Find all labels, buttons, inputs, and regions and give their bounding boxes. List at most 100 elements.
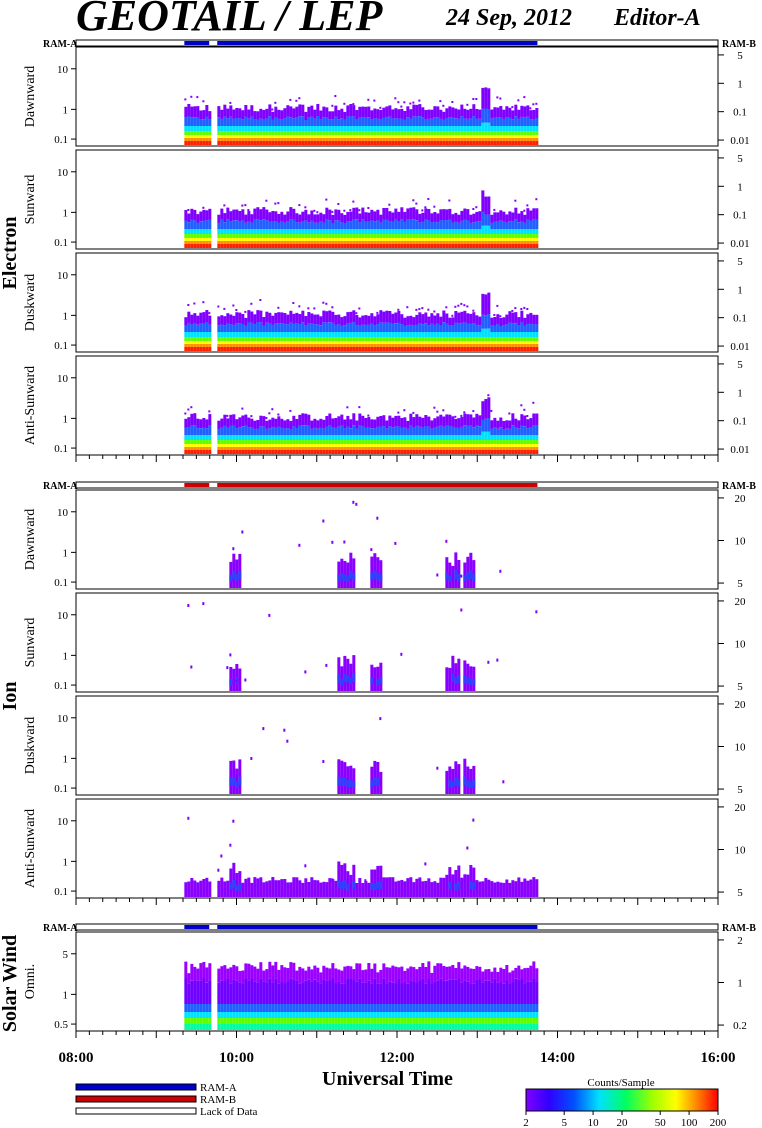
electron-sunward-ytick-10: 10 <box>57 167 69 179</box>
solar-wind-omni-rtick-1: 1 <box>737 977 743 989</box>
date-label: 24 Sep, 2012 <box>446 5 572 31</box>
colorbar-tick-20: 20 <box>617 1117 629 1128</box>
electron-mode-bar-b <box>217 41 538 45</box>
ion-dawnward-rtick-5: 5 <box>737 578 743 590</box>
ion-duskward-ytick-0.1: 0.1 <box>54 783 68 795</box>
ion-anti-sunward-rtick-5: 5 <box>737 887 743 899</box>
electron-group-label: Electron <box>0 217 21 290</box>
electron-anti-sunward-rtick-0.1: 0.1 <box>733 416 747 428</box>
x-axis-label: Universal Time <box>322 1068 453 1090</box>
ion-anti-sunward-ytick-1: 1 <box>63 856 69 868</box>
colorbar-tick-100: 100 <box>681 1117 698 1128</box>
electron-duskward-rtick-0.1: 0.1 <box>733 313 747 325</box>
page-title: GEOTAIL / LEP <box>76 0 383 40</box>
ion-mode-bar-a <box>184 483 210 487</box>
ion-sunward-rtick-10: 10 <box>735 638 747 650</box>
solar-wind-panel-label-omni: Omni. <box>23 964 38 999</box>
electron-sunward-rtick-1: 1 <box>737 181 743 193</box>
electron-dawnward-ytick-1: 1 <box>63 104 69 116</box>
electron-mode-bar-a <box>184 41 210 45</box>
legend-label-0: RAM-A <box>200 1082 237 1094</box>
electron-mode-right-label: RAM-B <box>722 39 756 50</box>
ion-dawnward-rtick-20: 20 <box>735 493 747 505</box>
solar-wind-mode-bar-a <box>184 925 210 929</box>
electron-dawnward-rtick-0.01: 0.01 <box>730 135 749 147</box>
x-tick-1200: 12:00 <box>380 1050 415 1066</box>
ion-dawnward-ytick-1: 1 <box>63 547 69 559</box>
electron-anti-sunward-rtick-1: 1 <box>737 387 743 399</box>
colorbar-tick-10: 10 <box>588 1117 600 1128</box>
ion-mode-right-label: RAM-B <box>722 481 756 492</box>
ion-panel-label-duskward: Duskward <box>23 717 38 775</box>
x-tick-1000: 10:00 <box>219 1050 254 1066</box>
electron-panel-label-anti-sunward: Anti-Sunward <box>23 366 38 445</box>
electron-panel-label-duskward: Duskward <box>23 274 38 332</box>
electron-mode-left-label: RAM-A <box>43 39 78 50</box>
legend-swatch-0 <box>75 1083 197 1091</box>
electron-duskward-ytick-1: 1 <box>63 310 69 322</box>
ion-sunward-ytick-0.1: 0.1 <box>54 680 68 692</box>
electron-anti-sunward-ytick-1: 1 <box>63 413 69 425</box>
electron-panel-label-dawnward: Dawnward <box>23 66 38 127</box>
electron-duskward-rtick-0.01: 0.01 <box>730 341 749 353</box>
solar-wind-panel-omni <box>75 931 719 1032</box>
solar-wind-omni-rtick-2: 2 <box>737 935 743 947</box>
ion-anti-sunward-rtick-20: 20 <box>735 802 747 814</box>
solar-wind-omni-rtick-0.2: 0.2 <box>733 1020 747 1032</box>
solar-wind-mode-right-label: RAM-B <box>722 923 756 934</box>
electron-sunward-rtick-0.1: 0.1 <box>733 210 747 222</box>
electron-duskward-rtick-5: 5 <box>737 256 743 268</box>
editor-label: Editor-A <box>614 5 701 31</box>
electron-anti-sunward-ytick-10: 10 <box>57 373 69 385</box>
ion-sunward-rtick-5: 5 <box>737 681 743 693</box>
ion-duskward-rtick-10: 10 <box>735 741 747 753</box>
ion-group-label: Ion <box>0 682 21 711</box>
ion-dawnward-rtick-10: 10 <box>735 535 747 547</box>
colorbar-tick-200: 200 <box>710 1117 727 1128</box>
electron-panel-label-sunward: Sunward <box>23 175 38 225</box>
ion-panel-label-anti-sunward: Anti-Sunward <box>23 809 38 888</box>
ion-sunward-ytick-1: 1 <box>63 650 69 662</box>
electron-anti-sunward-rtick-5: 5 <box>737 359 743 371</box>
ion-duskward-rtick-20: 20 <box>735 699 747 711</box>
electron-panel-sunward <box>75 149 719 250</box>
electron-anti-sunward-rtick-0.01: 0.01 <box>730 444 749 456</box>
electron-panel-duskward <box>75 252 719 353</box>
colorbar-tick-50: 50 <box>655 1117 667 1128</box>
x-tick-1400: 14:00 <box>540 1050 575 1066</box>
ion-dawnward-ytick-0.1: 0.1 <box>54 577 68 589</box>
electron-anti-sunward-ytick-0.1: 0.1 <box>54 443 68 455</box>
ion-panel-duskward <box>75 695 719 796</box>
ion-panel-label-dawnward: Dawnward <box>23 509 38 570</box>
ion-dawnward-ytick-10: 10 <box>57 507 69 519</box>
solar-wind-mode-left-label: RAM-A <box>43 923 78 934</box>
ion-panel-anti-sunward <box>75 798 719 899</box>
ion-mode-left-label: RAM-A <box>43 481 78 492</box>
legend-label-1: RAM-B <box>200 1094 236 1106</box>
electron-sunward-rtick-5: 5 <box>737 153 743 165</box>
colorbar-title: Counts/Sample <box>587 1077 654 1089</box>
x-tick-0800: 08:00 <box>59 1050 94 1066</box>
ion-panel-label-sunward: Sunward <box>23 618 38 668</box>
ion-sunward-ytick-10: 10 <box>57 610 69 622</box>
electron-sunward-ytick-1: 1 <box>63 207 69 219</box>
ion-duskward-ytick-10: 10 <box>57 713 69 725</box>
electron-duskward-rtick-1: 1 <box>737 284 743 296</box>
ion-anti-sunward-ytick-10: 10 <box>57 816 69 828</box>
electron-dawnward-rtick-1: 1 <box>737 78 743 90</box>
legend-swatch-1 <box>75 1095 197 1103</box>
solar-wind-omni-ytick-1: 1 <box>63 989 69 1001</box>
electron-dawnward-ytick-0.1: 0.1 <box>54 134 68 146</box>
electron-duskward-ytick-10: 10 <box>57 270 69 282</box>
ion-anti-sunward-rtick-10: 10 <box>735 844 747 856</box>
solar-wind-omni-ytick-5: 5 <box>63 949 69 961</box>
electron-dawnward-ytick-10: 10 <box>57 64 69 76</box>
electron-dawnward-rtick-5: 5 <box>737 50 743 62</box>
electron-panel-anti-sunward <box>75 355 719 456</box>
electron-panel-dawnward <box>75 46 719 147</box>
colorbar-tick-5: 5 <box>561 1117 567 1128</box>
solar-wind-group-label: Solar Wind <box>0 935 21 1032</box>
legend-swatch-2 <box>75 1107 197 1115</box>
